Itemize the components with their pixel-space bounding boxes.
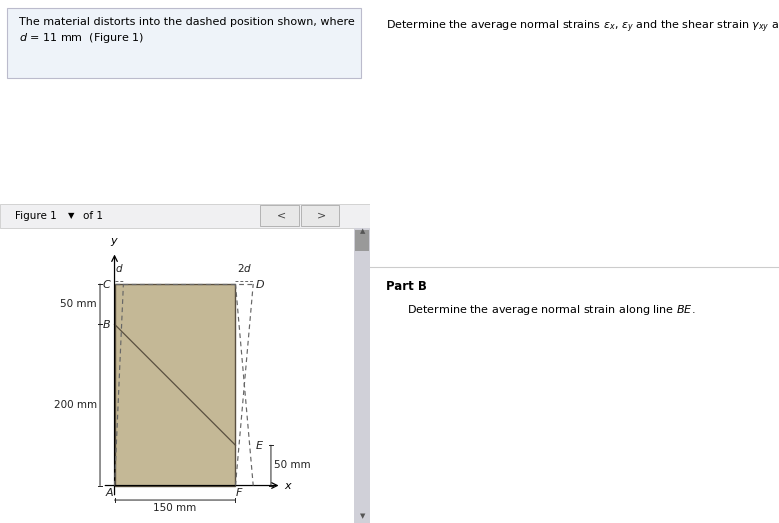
Text: of 1: of 1 bbox=[83, 211, 104, 221]
Text: The material distorts into the dashed position shown, where: The material distorts into the dashed po… bbox=[19, 17, 354, 27]
Text: 50 mm: 50 mm bbox=[60, 299, 97, 309]
FancyBboxPatch shape bbox=[354, 228, 370, 523]
Text: ▲: ▲ bbox=[360, 228, 365, 234]
FancyBboxPatch shape bbox=[8, 8, 361, 78]
Text: $d$: $d$ bbox=[115, 262, 123, 274]
Text: $E$: $E$ bbox=[255, 439, 264, 451]
Text: $x$: $x$ bbox=[284, 481, 293, 491]
Text: ▼: ▼ bbox=[69, 211, 75, 220]
Text: $y$: $y$ bbox=[110, 236, 119, 248]
Text: $D$: $D$ bbox=[255, 278, 265, 290]
Text: $d$ = 11 mm  (Figure 1): $d$ = 11 mm (Figure 1) bbox=[19, 31, 144, 46]
FancyBboxPatch shape bbox=[301, 205, 340, 226]
FancyBboxPatch shape bbox=[260, 205, 298, 226]
Text: $A$: $A$ bbox=[105, 485, 115, 497]
Text: Part B: Part B bbox=[386, 280, 427, 293]
Text: ▼: ▼ bbox=[360, 513, 365, 519]
Text: $F$: $F$ bbox=[235, 485, 244, 497]
Text: <: < bbox=[277, 211, 286, 221]
Text: $C$: $C$ bbox=[101, 278, 111, 290]
Text: $2d$: $2d$ bbox=[237, 262, 252, 274]
Text: 150 mm: 150 mm bbox=[153, 503, 196, 513]
Text: $B$: $B$ bbox=[102, 319, 111, 330]
Text: 50 mm: 50 mm bbox=[274, 460, 311, 470]
Text: Determine the average normal strains $\epsilon_x$, $\epsilon_y$ and the shear st: Determine the average normal strains $\e… bbox=[386, 18, 779, 35]
Text: 200 mm: 200 mm bbox=[54, 400, 97, 410]
Polygon shape bbox=[115, 284, 235, 485]
Text: >: > bbox=[317, 211, 326, 221]
FancyBboxPatch shape bbox=[355, 230, 369, 251]
FancyBboxPatch shape bbox=[0, 204, 370, 228]
Text: Figure 1: Figure 1 bbox=[15, 211, 57, 221]
Text: Determine the average normal strain along line $BE$.: Determine the average normal strain alon… bbox=[407, 303, 695, 317]
